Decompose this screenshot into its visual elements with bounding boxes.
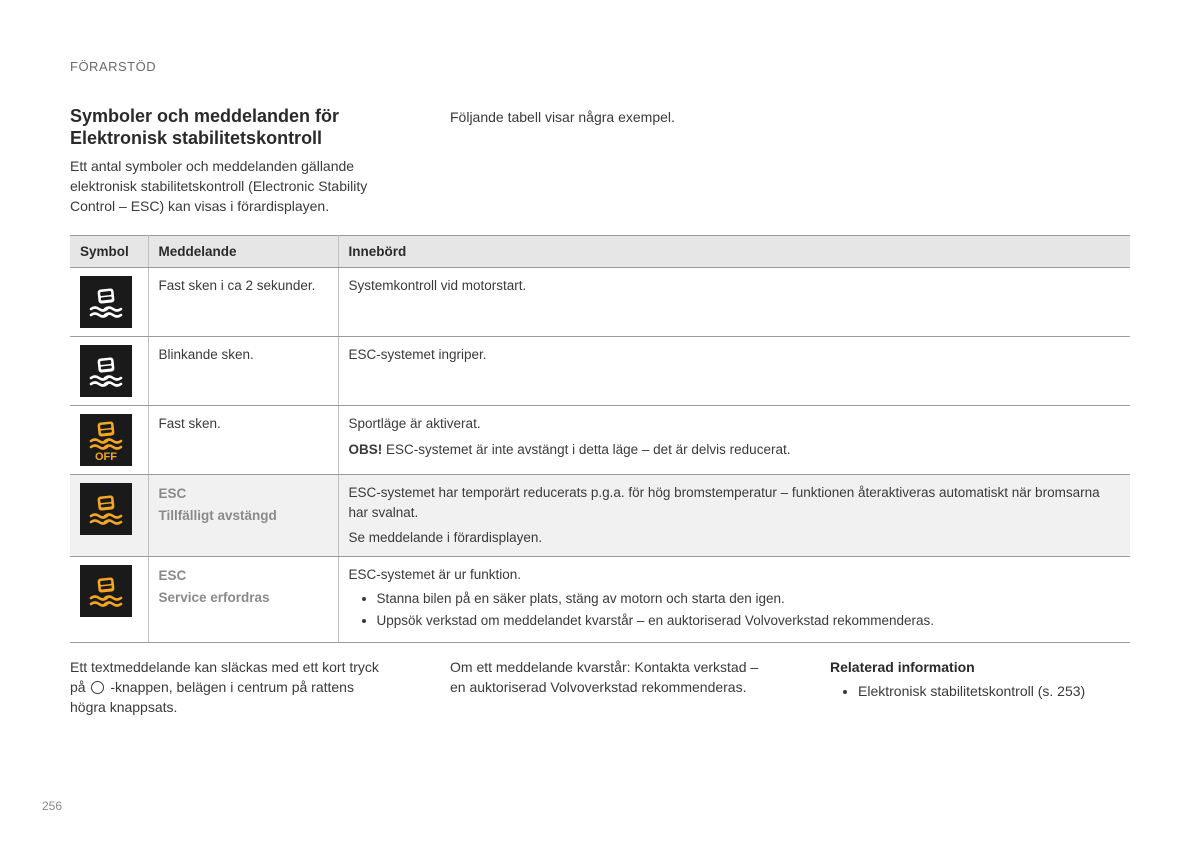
cell-meaning: ESC-systemet har temporärt reducerats p.… xyxy=(338,475,1130,557)
intro-left: Symboler och meddelanden för Elektronisk… xyxy=(70,105,410,217)
meaning-obs: OBS! ESC-systemet är inte avstängt i det… xyxy=(349,440,1121,460)
cell-symbol xyxy=(70,268,148,337)
meaning-line: Sportläge är aktiverat. xyxy=(349,414,1121,434)
obs-label: OBS! xyxy=(349,442,383,457)
footer-a-after: -knappen, belägen i centrum på rattens h… xyxy=(70,679,354,715)
msg-line1: ESC xyxy=(159,483,328,505)
cell-symbol xyxy=(70,337,148,406)
footer-col-a: Ett textmeddelande kan släckas med ett k… xyxy=(70,657,390,718)
cell-message: Fast sken. xyxy=(148,406,338,475)
ok-button-icon xyxy=(91,681,104,694)
manual-page: FÖRARSTÖD Symboler och meddelanden för E… xyxy=(0,0,1200,845)
related-info-title: Relaterad information xyxy=(830,657,1130,677)
footer-col-b: Om ett meddelande kvarstår: Kontakta ver… xyxy=(450,657,770,718)
meaning-line: Se meddelande i förardisplayen. xyxy=(349,528,1121,548)
section-header: FÖRARSTÖD xyxy=(70,58,1130,77)
symbols-table: Symbol Meddelande Innebörd Fast sken i c… xyxy=(70,235,1130,643)
meaning-line: ESC-systemet har temporärt reducerats p.… xyxy=(349,483,1121,522)
intro-text-right: Följande tabell visar några exempel. xyxy=(450,105,1130,217)
cell-message: Blinkande sken. xyxy=(148,337,338,406)
table-row: OFF Fast sken. Sportläge är aktiverat. O… xyxy=(70,406,1130,475)
bullet-item: Uppsök verkstad om meddelandet kvarstår … xyxy=(377,611,1121,631)
bullet-item: Stanna bilen på en säker plats, stäng av… xyxy=(377,589,1121,609)
th-message: Meddelande xyxy=(148,235,338,268)
related-info-item: Elektronisk stabilitetskontroll (s. 253) xyxy=(858,681,1130,701)
footer-columns: Ett textmeddelande kan släckas med ett k… xyxy=(70,657,1130,718)
related-info-list: Elektronisk stabilitetskontroll (s. 253) xyxy=(830,681,1130,701)
esc-icon xyxy=(80,345,132,397)
obs-text: ESC-systemet är inte avstängt i detta lä… xyxy=(382,442,790,457)
intro-text-left: Ett antal symboler och meddelanden gälla… xyxy=(70,156,410,217)
table-row: ESC Tillfälligt avstängd ESC-systemet ha… xyxy=(70,475,1130,557)
msg-line2: Service erfordras xyxy=(159,587,328,609)
esc-icon xyxy=(80,483,132,535)
table-row: Fast sken i ca 2 sekunder. Systemkontrol… xyxy=(70,268,1130,337)
intro-row: Symboler och meddelanden för Elektronisk… xyxy=(70,105,1130,217)
table-row: Blinkande sken. ESC-systemet ingriper. xyxy=(70,337,1130,406)
meaning-line: ESC-systemet är ur funktion. xyxy=(349,565,1121,585)
cell-meaning: Systemkontroll vid motorstart. xyxy=(338,268,1130,337)
msg-line2: Tillfälligt avstängd xyxy=(159,505,328,527)
cell-symbol xyxy=(70,475,148,557)
esc-icon xyxy=(80,276,132,328)
cell-symbol: OFF xyxy=(70,406,148,475)
table-row: ESC Service erfordras ESC-systemet är ur… xyxy=(70,556,1130,642)
meaning-bullets: Stanna bilen på en säker plats, stäng av… xyxy=(349,589,1121,631)
page-title: Symboler och meddelanden för Elektronisk… xyxy=(70,105,410,150)
cell-symbol xyxy=(70,556,148,642)
page-number: 256 xyxy=(42,798,62,815)
esc-off-icon: OFF xyxy=(80,414,132,466)
cell-message: ESC Service erfordras xyxy=(148,556,338,642)
th-meaning: Innebörd xyxy=(338,235,1130,268)
svg-text:OFF: OFF xyxy=(95,451,117,463)
cell-message: Fast sken i ca 2 sekunder. xyxy=(148,268,338,337)
esc-icon xyxy=(80,565,132,617)
msg-line1: ESC xyxy=(159,565,328,587)
table-header-row: Symbol Meddelande Innebörd xyxy=(70,235,1130,268)
cell-meaning: ESC-systemet är ur funktion. Stanna bile… xyxy=(338,556,1130,642)
footer-col-c: Relaterad information Elektronisk stabil… xyxy=(830,657,1130,718)
cell-message: ESC Tillfälligt avstängd xyxy=(148,475,338,557)
cell-meaning: ESC-systemet ingriper. xyxy=(338,337,1130,406)
th-symbol: Symbol xyxy=(70,235,148,268)
cell-meaning: Sportläge är aktiverat. OBS! ESC-systeme… xyxy=(338,406,1130,475)
